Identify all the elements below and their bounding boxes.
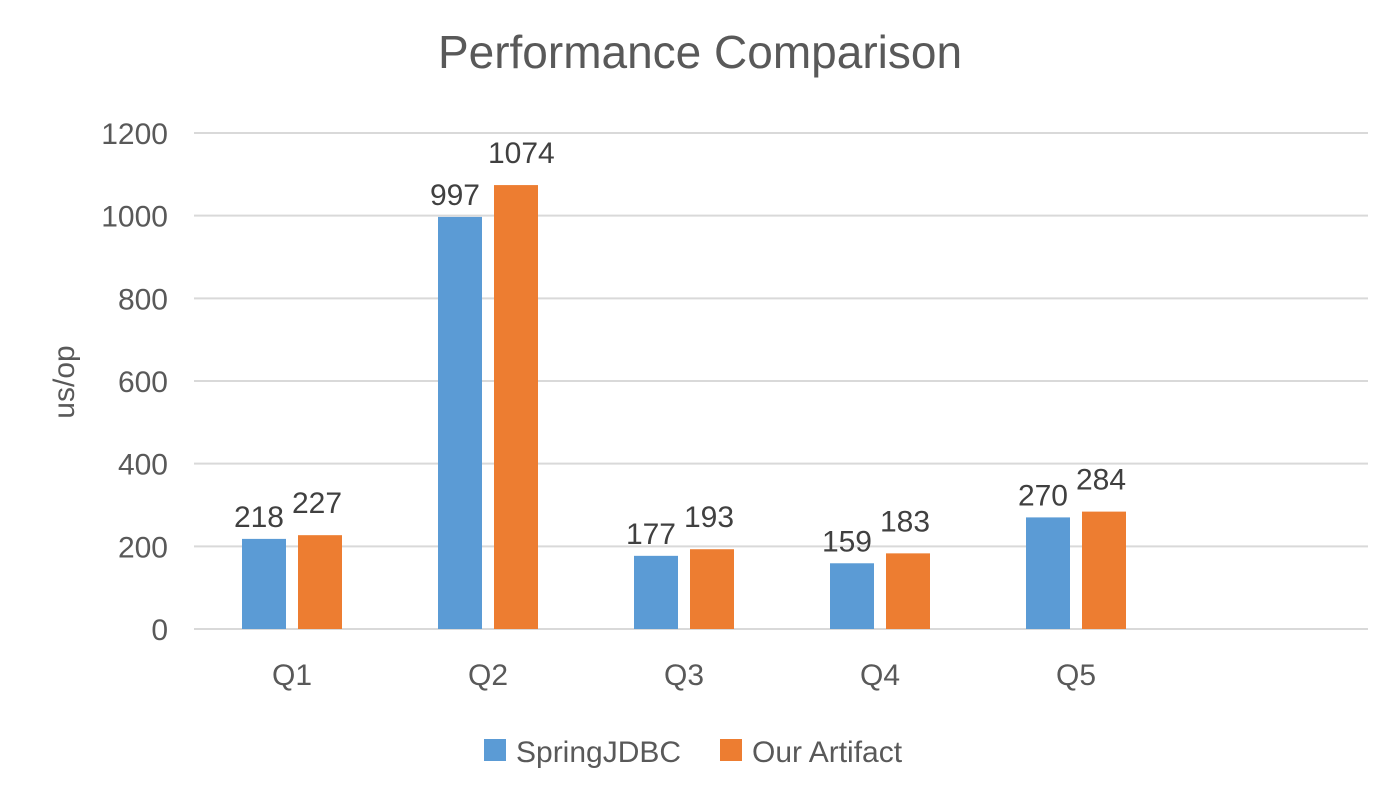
y-tick-label: 1000 [101,201,168,234]
legend-swatch [484,739,506,761]
x-tick-label: Q2 [468,659,508,692]
y-tick-label: 0 [151,614,168,647]
bar-our-artifact-q4 [886,553,930,629]
bar-springjdbc-q1 [242,538,286,629]
gridlines [194,132,1368,630]
y-tick-label: 400 [118,449,168,482]
bar-springjdbc-q5 [1026,517,1070,629]
y-tick-label: 1200 [101,118,168,151]
data-label: 284 [1076,464,1126,497]
bars [242,185,1126,629]
x-axis-ticks: Q1 Q2 Q3 Q4 Q5 [272,659,1096,692]
data-label: 183 [880,505,930,538]
data-label: 270 [1018,479,1068,512]
bar-springjdbc-q4 [830,563,874,629]
data-label: 159 [822,525,872,558]
legend-label: Our Artifact [752,736,903,769]
bar-our-artifact-q5 [1082,511,1126,629]
data-label: 1074 [488,137,555,170]
data-label: 177 [626,518,676,551]
y-axis-ticks: 0 200 400 600 800 1000 1200 [101,118,168,647]
x-tick-label: Q1 [272,659,312,692]
bar-our-artifact-q1 [298,535,342,629]
legend-swatch [720,739,742,761]
x-tick-label: Q4 [860,659,900,692]
bar-springjdbc-q2 [438,216,482,629]
y-tick-label: 800 [118,283,168,316]
data-label: 193 [684,501,734,534]
data-label: 218 [234,501,284,534]
chart-title: Performance Comparison [438,26,962,78]
bar-our-artifact-q3 [690,549,734,629]
y-axis-label: us/op [48,345,81,418]
legend: SpringJDBC Our Artifact [484,736,903,769]
legend-label: SpringJDBC [516,736,681,769]
x-tick-label: Q5 [1056,659,1096,692]
x-tick-label: Q3 [664,659,704,692]
y-tick-label: 200 [118,531,168,564]
data-label: 227 [292,487,342,520]
bar-our-artifact-q2 [494,185,538,629]
bar-springjdbc-q3 [634,555,678,629]
y-tick-label: 600 [118,366,168,399]
data-label: 997 [430,179,480,212]
